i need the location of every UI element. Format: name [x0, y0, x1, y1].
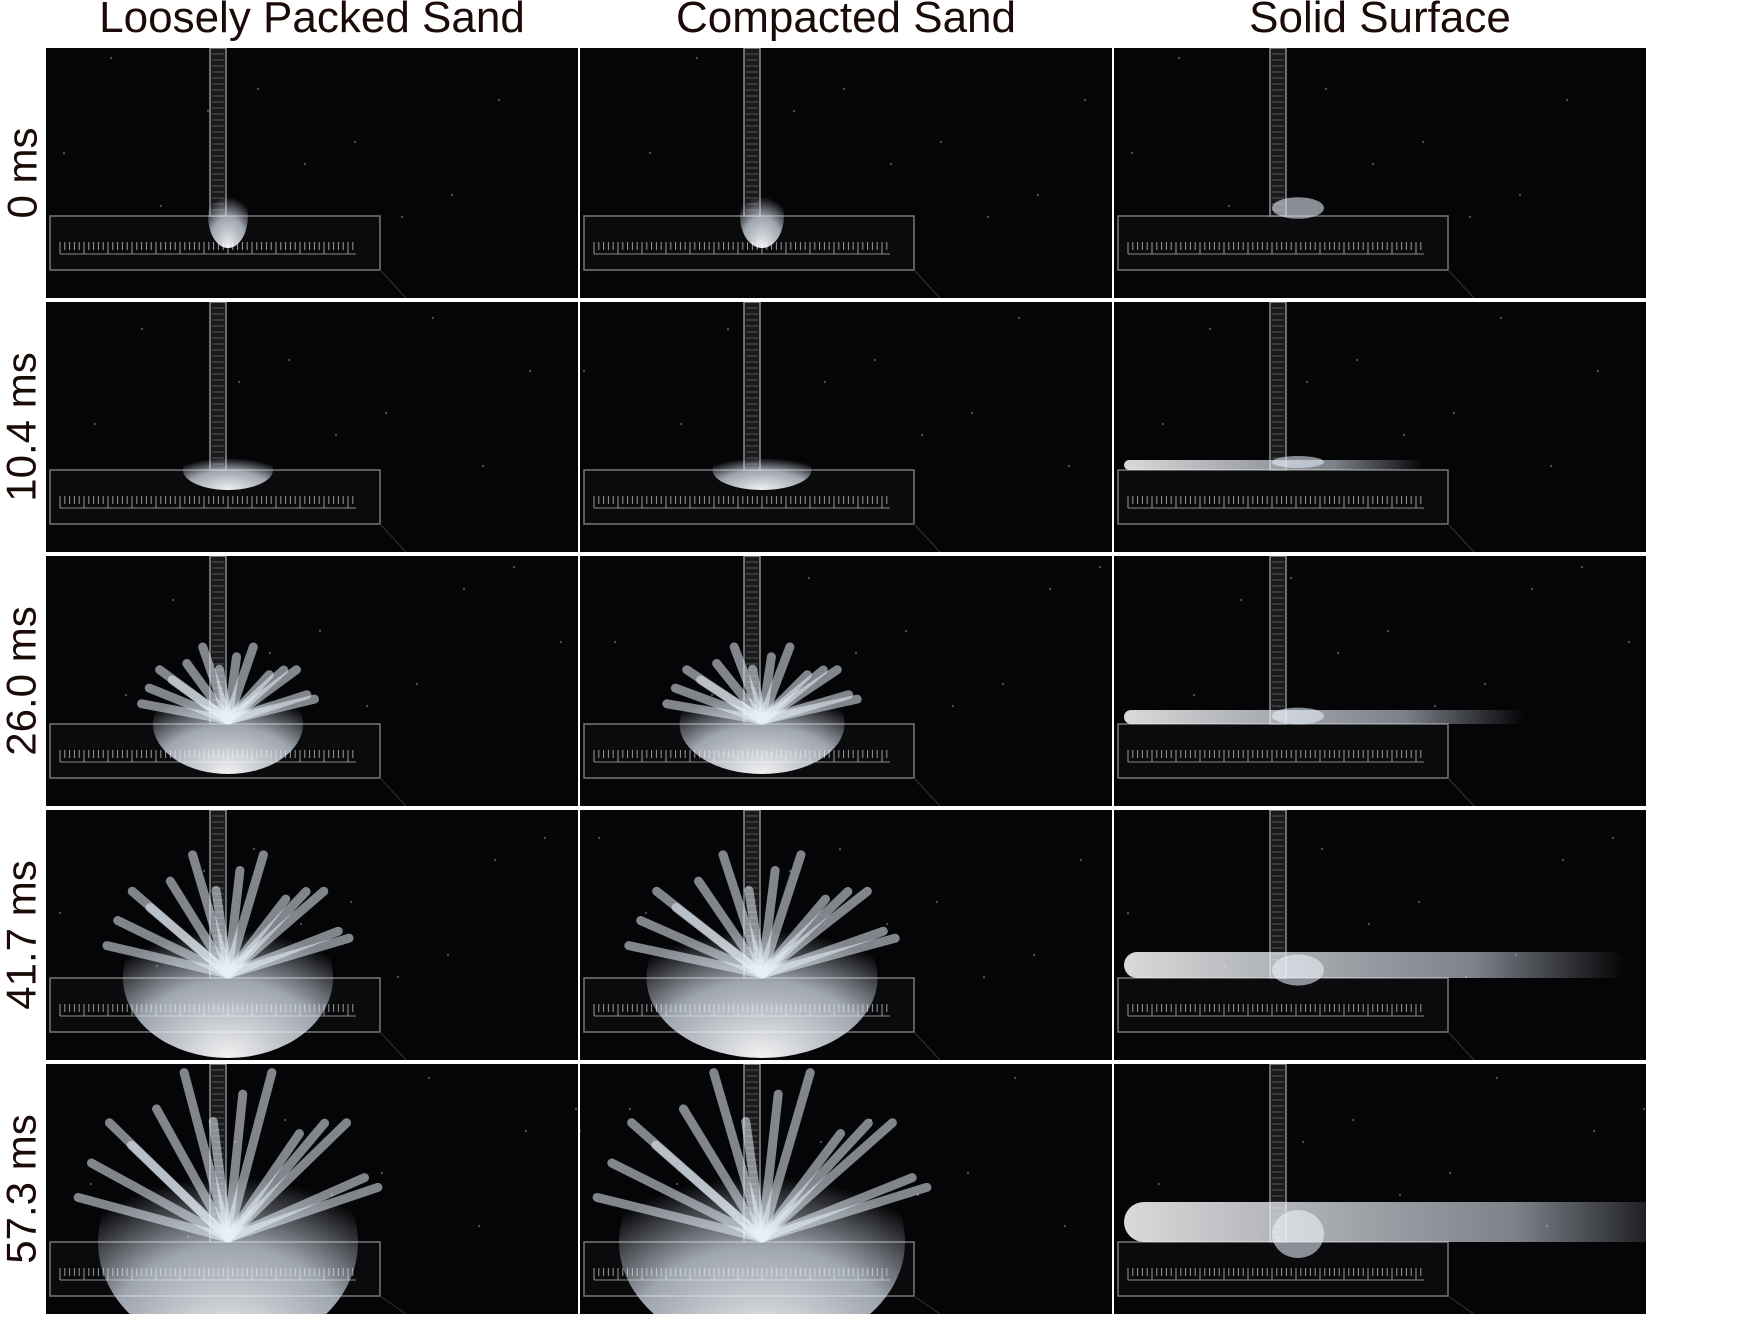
jet-impingement-photo: [580, 302, 1112, 552]
frame-solid-row-2: [1114, 556, 1646, 806]
jet-impingement-photo: [1114, 556, 1646, 806]
column-title-compacted: Compacted Sand: [676, 0, 1016, 42]
frame-compacted-row-4: [580, 1064, 1112, 1314]
jet-impingement-photo: [46, 556, 578, 806]
jet-impingement-photo: [580, 556, 1112, 806]
jet-impingement-photo: [1114, 302, 1646, 552]
jet-impingement-photo: [580, 1064, 1112, 1314]
frame-compacted-row-1: [580, 302, 1112, 552]
jet-impingement-photo: [46, 1064, 578, 1314]
jet-impingement-photo: [580, 48, 1112, 298]
jet-impingement-photo: [46, 302, 578, 552]
frame-compacted-row-2: [580, 556, 1112, 806]
frame-solid-row-3: [1114, 810, 1646, 1060]
frame-compacted-row-0: [580, 48, 1112, 298]
frame-compacted-row-3: [580, 810, 1112, 1060]
jet-impingement-photo: [580, 810, 1112, 1060]
frame-loose-row-1: [46, 302, 578, 552]
jet-impingement-photo: [46, 48, 578, 298]
row-label-time: 57.3 ms: [0, 1114, 45, 1264]
jet-impingement-photo: [1114, 1064, 1646, 1314]
jet-impingement-photo: [1114, 48, 1646, 298]
row-label-time: 41.7 ms: [0, 860, 45, 1010]
column-title-loose: Loosely Packed Sand: [99, 0, 525, 42]
frame-solid-row-0: [1114, 48, 1646, 298]
row-label-time: 10.4 ms: [0, 352, 45, 502]
row-label-time: 0 ms: [0, 127, 46, 219]
frame-loose-row-3: [46, 810, 578, 1060]
row-label-time: 26.0 ms: [0, 606, 45, 756]
frame-loose-row-4: [46, 1064, 578, 1314]
frame-solid-row-4: [1114, 1064, 1646, 1314]
jet-impingement-photo: [46, 810, 578, 1060]
column-title-solid: Solid Surface: [1249, 0, 1511, 42]
frame-solid-row-1: [1114, 302, 1646, 552]
frame-loose-row-0: [46, 48, 578, 298]
frame-loose-row-2: [46, 556, 578, 806]
jet-impingement-photo: [1114, 810, 1646, 1060]
